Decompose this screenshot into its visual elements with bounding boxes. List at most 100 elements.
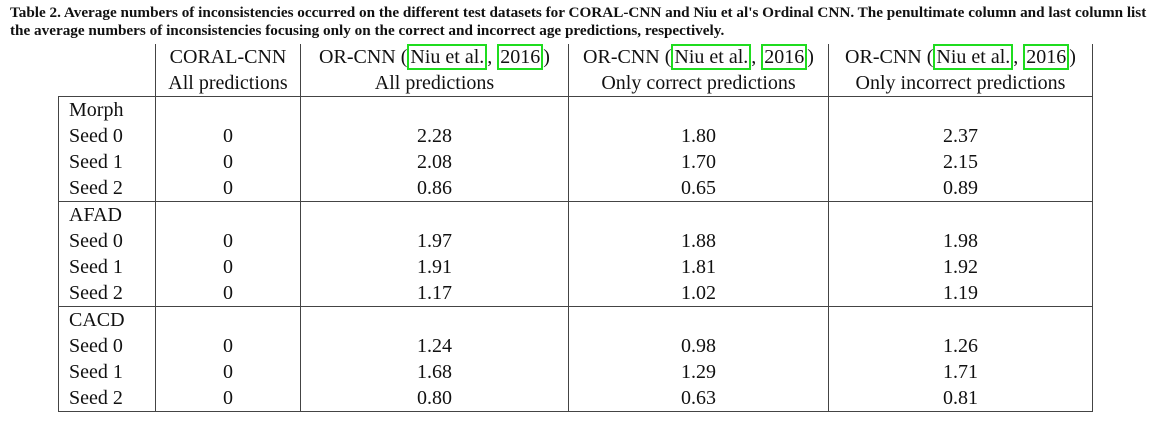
cell: 1.98 — [828, 228, 1093, 254]
cell: 1.19 — [828, 280, 1093, 307]
cell: 0 — [155, 123, 301, 149]
column-title: OR-CNN ( — [319, 46, 408, 68]
cell: 0 — [155, 228, 301, 254]
row-label: Seed 1 — [58, 254, 156, 280]
column-title: ) — [1069, 46, 1076, 68]
row-label: Seed 0 — [58, 333, 156, 359]
cell: 0 — [155, 175, 301, 202]
cell: 0.63 — [568, 385, 829, 412]
group-name: Morph — [58, 96, 156, 123]
citation: 2016 — [497, 44, 544, 70]
cell: 0.86 — [300, 175, 569, 202]
cell: 0 — [155, 280, 301, 307]
row-label: Seed 2 — [58, 280, 156, 307]
group-name: AFAD — [58, 201, 156, 228]
column-subtitle: All predictions — [300, 70, 569, 97]
column-header: OR-CNN (Niu et al., 2016) — [568, 44, 829, 70]
cell: 1.80 — [568, 123, 829, 149]
cell: 1.91 — [300, 254, 569, 280]
cell — [155, 96, 301, 123]
citation: 2016 — [1023, 44, 1070, 70]
cell: 0 — [155, 359, 301, 385]
cell: 2.37 — [828, 123, 1093, 149]
data-row: Seed 2 0 0.86 0.65 0.89 — [58, 175, 1093, 202]
data-row: Seed 1 0 1.91 1.81 1.92 — [58, 254, 1093, 280]
citation: Niu et al. — [407, 44, 488, 70]
column-title: ) — [807, 46, 814, 68]
group-name: CACD — [58, 306, 156, 333]
citation: Niu et al. — [671, 44, 752, 70]
cell: 2.15 — [828, 149, 1093, 175]
column-header: OR-CNN (Niu et al., 2016) — [300, 44, 569, 70]
cell — [828, 306, 1093, 333]
row-label: Seed 0 — [58, 123, 156, 149]
cell: 2.08 — [300, 149, 569, 175]
cell — [300, 306, 569, 333]
cell: 0.65 — [568, 175, 829, 202]
header-cell — [58, 44, 156, 70]
data-row: Seed 0 0 1.24 0.98 1.26 — [58, 333, 1093, 359]
column-title: ) — [543, 46, 550, 68]
cell — [300, 201, 569, 228]
cell: 1.68 — [300, 359, 569, 385]
citation-separator: , — [487, 46, 498, 68]
column-subtitle: Only incorrect predictions — [828, 70, 1093, 97]
citation-separator: , — [1013, 46, 1024, 68]
cell: 0.81 — [828, 385, 1093, 412]
cell: 1.88 — [568, 228, 829, 254]
group-row: CACD — [58, 306, 1093, 333]
cell: 1.70 — [568, 149, 829, 175]
data-row: Seed 2 0 1.17 1.02 1.19 — [58, 280, 1093, 307]
header-row: CORAL-CNN OR-CNN (Niu et al., 2016) OR-CNN… — [58, 44, 1093, 70]
row-label: Seed 1 — [58, 359, 156, 385]
column-title: CORAL-CNN — [169, 46, 287, 68]
cell: 1.24 — [300, 333, 569, 359]
cell — [828, 96, 1093, 123]
column-header: OR-CNN (Niu et al., 2016) — [828, 44, 1093, 70]
citation: Niu et al. — [933, 44, 1014, 70]
cell — [568, 201, 829, 228]
citation: 2016 — [761, 44, 808, 70]
row-label: Seed 2 — [58, 175, 156, 202]
cell — [155, 306, 301, 333]
data-row: Seed 0 0 1.97 1.88 1.98 — [58, 228, 1093, 254]
column-subtitle: Only correct predictions — [568, 70, 829, 97]
results-table: CORAL-CNN OR-CNN (Niu et al., 2016) OR-CNN… — [58, 44, 1093, 412]
cell: 1.29 — [568, 359, 829, 385]
row-label: Seed 2 — [58, 385, 156, 412]
data-row: Seed 0 0 2.28 1.80 2.37 — [58, 123, 1093, 149]
cell: 1.97 — [300, 228, 569, 254]
cell: 2.28 — [300, 123, 569, 149]
row-label: Seed 0 — [58, 228, 156, 254]
citation-separator: , — [751, 46, 762, 68]
cell: 1.92 — [828, 254, 1093, 280]
column-title: OR-CNN ( — [845, 46, 934, 68]
column-subtitle: All predictions — [155, 70, 301, 97]
cell: 0.98 — [568, 333, 829, 359]
cell: 1.81 — [568, 254, 829, 280]
cell: 1.71 — [828, 359, 1093, 385]
cell: 0 — [155, 333, 301, 359]
row-label: Seed 1 — [58, 149, 156, 175]
data-row: Seed 2 0 0.80 0.63 0.81 — [58, 385, 1093, 412]
cell: 0 — [155, 254, 301, 280]
group-row: AFAD — [58, 201, 1093, 228]
cell: 1.02 — [568, 280, 829, 307]
cell — [828, 201, 1093, 228]
header-cell — [58, 70, 156, 97]
cell — [568, 96, 829, 123]
cell: 1.17 — [300, 280, 569, 307]
cell — [300, 96, 569, 123]
caption: Table 2. Average numbers of inconsistenc… — [10, 4, 1147, 39]
header-row: All predictions All predictions Only corre… — [58, 70, 1093, 97]
cell: 0.89 — [828, 175, 1093, 202]
column-title: OR-CNN ( — [583, 46, 672, 68]
data-row: Seed 1 0 1.68 1.29 1.71 — [58, 359, 1093, 385]
cell: 0.80 — [300, 385, 569, 412]
group-row: Morph — [58, 96, 1093, 123]
column-header: CORAL-CNN — [155, 44, 301, 70]
cell: 1.26 — [828, 333, 1093, 359]
cell: 0 — [155, 149, 301, 175]
data-row: Seed 1 0 2.08 1.70 2.15 — [58, 149, 1093, 175]
